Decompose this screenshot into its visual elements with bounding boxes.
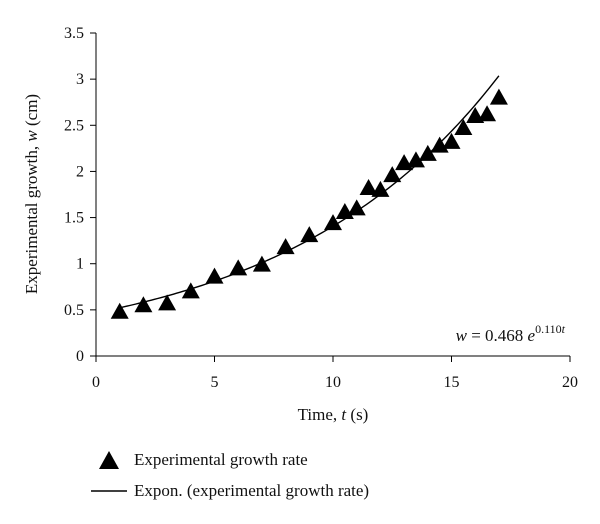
data-point [205,267,224,284]
x-tick-label: 5 [211,374,219,391]
x-tick-label: 20 [562,374,578,391]
fit-equation-exponent: 0.110 [535,322,562,336]
y-tick-label: 3.5 [64,25,84,42]
fit-line [119,75,500,309]
data-point [418,144,437,161]
legend-label-triangles: Experimental growth rate [134,450,308,469]
data-point [276,238,295,255]
data-point [359,179,378,196]
data-markers [110,88,508,319]
y-tick-label: 0 [76,348,84,365]
y-axis-title-var: w [22,130,41,142]
fit-equation-lhs: w [456,326,468,345]
x-tick-label: 10 [325,374,341,391]
data-point [252,255,271,272]
data-point [371,180,390,197]
legend-item-fit: Expon. (experimental growth rate) [90,478,510,504]
data-point [478,105,497,122]
fit-equation-base: e [528,326,536,345]
line-marker-icon [90,489,128,493]
data-point [442,132,461,149]
y-tick-label: 3 [76,71,84,88]
y-tick-label: 1 [76,256,84,273]
data-point [158,294,177,311]
x-axis-title: Time, t (s) [298,405,369,424]
x-axis-title-unit: (s) [346,405,368,424]
y-axis-title: Experimental growth, w (cm) [22,94,41,294]
x-axis-title-main: Time, [298,405,342,424]
fit-equation-eq: = 0.468 [467,326,528,345]
legend-item-triangles: Experimental growth rate [90,447,510,473]
data-point [134,296,153,313]
y-tick-label: 2.5 [64,117,84,134]
fit-equation-exponent-var: t [562,322,566,336]
data-point [324,214,342,231]
x-tick-label: 0 [92,374,100,391]
y-axis-title-main: Experimental growth, [22,142,41,295]
data-point [383,166,402,183]
data-point [300,226,319,243]
data-point [229,259,248,276]
y-axis-title-unit: (cm) [22,94,41,130]
data-point [454,119,473,136]
y-tick-label: 1.5 [64,210,84,227]
data-point [181,282,200,299]
x-ticks: 0 5 10 15 20 [92,356,578,391]
data-point [347,199,366,216]
x-axis-title-var: t [341,405,347,424]
data-point [489,88,508,105]
data-point [110,302,129,319]
legend-label-fit: Expon. (experimental growth rate) [134,481,370,500]
x-tick-label: 15 [444,374,460,391]
y-ticks: 0 0.5 1 1.5 2 2.5 3 3.5 [64,25,96,365]
y-tick-label: 0.5 [64,302,84,319]
y-tick-label: 2 [76,163,84,180]
triangle-marker-icon [90,450,128,470]
data-point [406,151,425,168]
fit-equation: w = 0.468 e0.110t [456,322,566,345]
